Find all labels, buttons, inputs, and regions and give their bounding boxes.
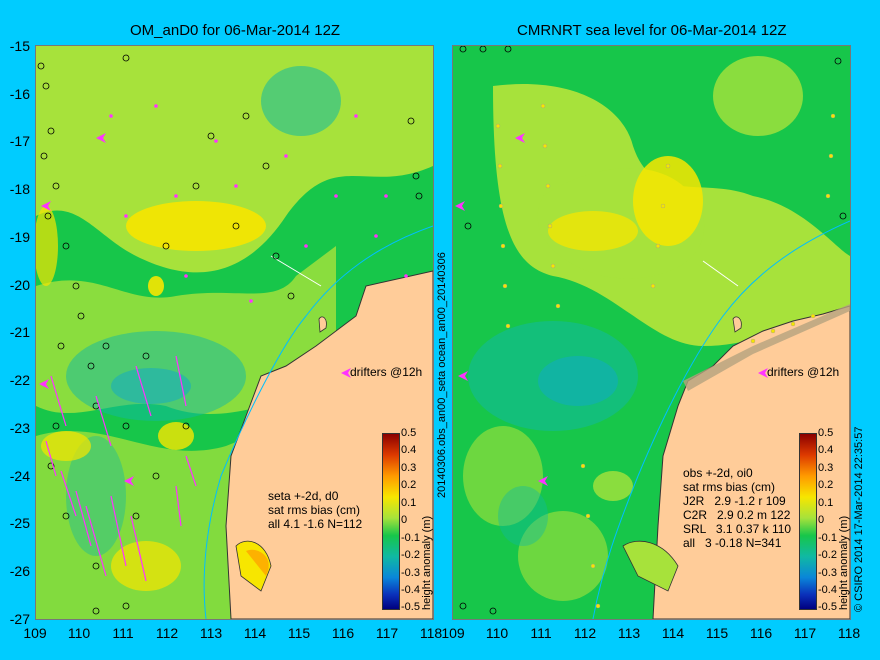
left-colorbar-label: height anomaly (m) (421, 515, 433, 610)
lon-tick: 117 (375, 625, 399, 641)
lat-tick: -21 (9, 324, 30, 340)
cb-tick: -0.1 (401, 532, 420, 544)
lat-tick: -27 (9, 611, 30, 627)
lon-tick: 118 (419, 625, 443, 641)
lat-tick: -17 (9, 133, 30, 149)
lon-tick: 109 (441, 625, 465, 641)
cb-tick: 0.4 (818, 444, 834, 456)
cb-tick: -0.3 (818, 567, 837, 579)
cb-tick: 0.4 (401, 444, 417, 456)
lon-tick: 117 (793, 625, 817, 641)
right-colorbar-scale (799, 433, 817, 610)
right-map-canvas (453, 46, 850, 619)
lon-tick: 112 (573, 625, 597, 641)
left-map-canvas (36, 46, 433, 619)
cb-tick: 0.2 (401, 479, 417, 491)
cb-tick: 0.3 (401, 462, 417, 474)
right-map-title: CMRNRT sea level for 06-Mar-2014 12Z (517, 22, 787, 39)
lat-tick: -20 (9, 277, 30, 293)
cb-tick: 0 (401, 514, 408, 526)
lon-tick: 114 (661, 625, 685, 641)
lon-tick: 111 (112, 625, 134, 641)
lon-tick: 116 (331, 625, 355, 641)
cb-tick: 0.5 (818, 427, 834, 439)
lon-tick: 116 (749, 625, 773, 641)
middle-side-label: 20140306.obs_an00_seta ocean_an00_201403… (436, 252, 448, 498)
copyright-side-label: © CSIRO 2014 17-Mar-2014 22:35:57 (853, 426, 865, 612)
lon-tick: 115 (705, 625, 729, 641)
right-stats-info: obs +-2d, oi0 sat rms bias (cm) J2R 2.9 … (683, 466, 792, 550)
right-drifters-label: drifters @12h (767, 365, 840, 379)
cb-tick: -0.5 (818, 601, 837, 613)
lon-tick: 114 (243, 625, 267, 641)
lon-tick: 110 (485, 625, 509, 641)
cb-tick: 0.5 (401, 427, 417, 439)
lon-tick: 110 (67, 625, 91, 641)
left-map-panel (35, 45, 434, 620)
cb-tick: 0 (818, 514, 825, 526)
right-colorbar-label: height anomaly (m) (838, 515, 850, 610)
lat-tick: -18 (9, 181, 30, 197)
cb-tick: -0.2 (401, 549, 420, 561)
lon-tick: 111 (530, 625, 552, 641)
lat-tick: -15 (9, 38, 30, 54)
lon-tick: 112 (155, 625, 179, 641)
lat-tick: -25 (9, 515, 30, 531)
lat-tick: -23 (9, 420, 30, 436)
cb-tick: -0.4 (818, 584, 837, 596)
lat-tick: -22 (9, 372, 30, 388)
cb-tick: 0.1 (818, 497, 834, 509)
lat-tick: -26 (9, 563, 30, 579)
cb-tick: -0.2 (818, 549, 837, 561)
left-map-title: OM_anD0 for 06-Mar-2014 12Z (130, 22, 341, 39)
left-drifters-label: drifters @12h (350, 365, 423, 379)
cb-tick: -0.3 (401, 567, 420, 579)
cb-tick: -0.1 (818, 532, 837, 544)
lon-tick: 118 (837, 625, 861, 641)
lat-tick: -16 (9, 86, 30, 102)
cb-tick: 0.1 (401, 497, 417, 509)
lon-tick: 113 (199, 625, 223, 641)
lat-tick: -19 (9, 229, 30, 245)
lat-tick: -24 (9, 468, 30, 484)
cb-tick: 0.2 (818, 479, 834, 491)
lon-tick: 115 (287, 625, 311, 641)
lon-tick: 109 (23, 625, 47, 641)
left-stats-info: seta +-2d, d0 sat rms bias (cm) all 4.1 … (268, 489, 363, 531)
left-colorbar-scale (382, 433, 400, 610)
right-map-panel (452, 45, 851, 620)
cb-tick: -0.4 (401, 584, 420, 596)
lon-tick: 113 (617, 625, 641, 641)
cb-tick: 0.3 (818, 462, 834, 474)
cb-tick: -0.5 (401, 601, 420, 613)
